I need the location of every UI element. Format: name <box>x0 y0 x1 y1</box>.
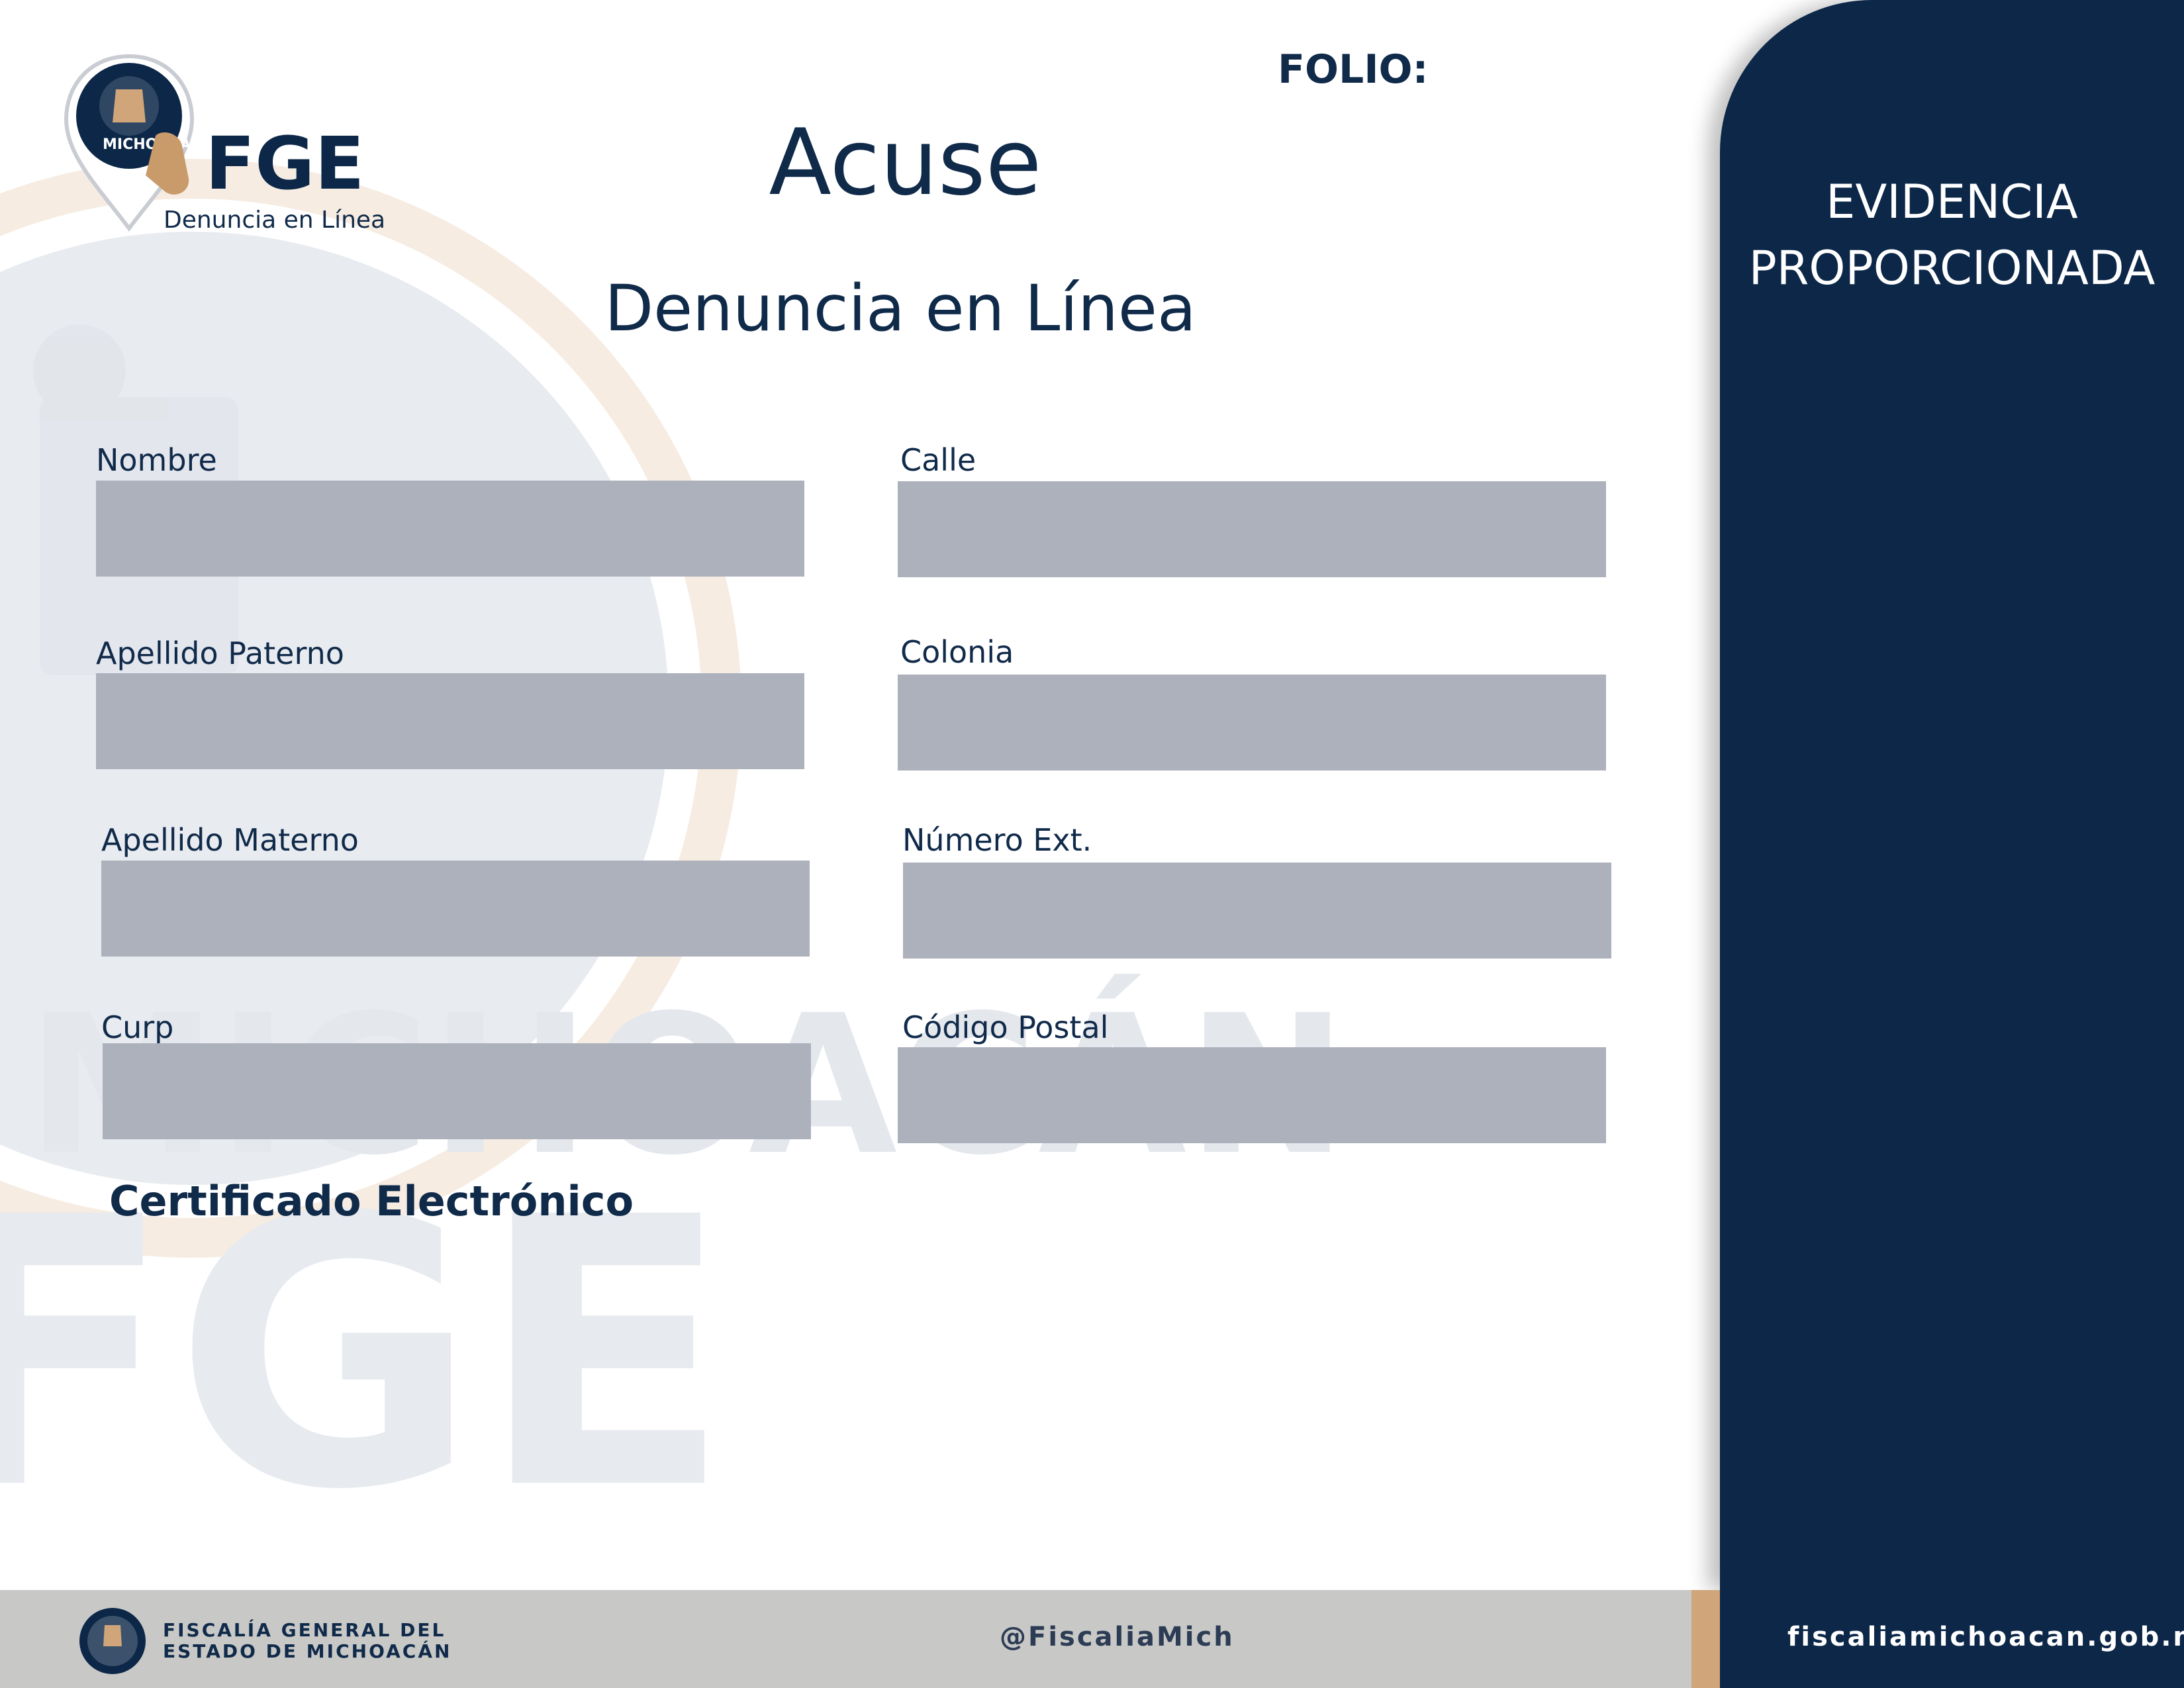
website-link[interactable]: fiscaliamichoacan.gob.mx <box>1787 1622 2184 1652</box>
label-apellido-paterno: Apellido Paterno <box>96 635 344 671</box>
curp-field[interactable] <box>103 1043 811 1139</box>
colonia-field[interactable] <box>898 675 1606 771</box>
apellido-materno-field[interactable] <box>101 861 810 957</box>
page-subtitle: Denuncia en Línea <box>604 271 1196 346</box>
footer: FISCALÍA GENERAL DEL ESTADO DE MICHOACÁN… <box>0 1590 2184 1688</box>
watermark-fge: FGE <box>0 1139 732 1571</box>
label-apellido-materno: Apellido Materno <box>101 822 359 858</box>
page-title: Acuse <box>769 109 1042 216</box>
footer-org-line2: ESTADO DE MICHOACÁN <box>163 1640 452 1662</box>
label-calle: Calle <box>900 442 976 478</box>
panel-title-line2: PROPORCIONADA <box>1748 241 2156 295</box>
footer-org-line1: FISCALÍA GENERAL DEL <box>163 1619 446 1641</box>
folio-label: FOLIO: <box>1278 46 1429 93</box>
panel-title: EVIDENCIA PROPORCIONADA <box>1720 169 2184 301</box>
numero-ext-field[interactable] <box>903 863 1611 959</box>
logo-fge-text: FGE <box>205 121 365 206</box>
apellido-paterno-field[interactable] <box>96 673 804 769</box>
evidence-panel: EVIDENCIA PROPORCIONADA <box>1720 0 2184 1590</box>
panel-title-line1: EVIDENCIA <box>1826 175 2078 229</box>
certificate-label: Certificado Electrónico <box>109 1177 634 1225</box>
footer-accent-stripe <box>1691 1590 1720 1688</box>
codigo-postal-field[interactable] <box>898 1047 1606 1143</box>
label-numero-ext: Número Ext. <box>902 822 1092 858</box>
nombre-field[interactable] <box>96 481 804 577</box>
calle-field[interactable] <box>898 481 1606 577</box>
logo-tagline: Denuncia en Línea <box>164 207 386 234</box>
label-nombre: Nombre <box>96 442 217 478</box>
fge-logo: MICHOACÁN FGE <box>63 50 367 242</box>
label-curp: Curp <box>101 1009 174 1045</box>
label-colonia: Colonia <box>900 634 1014 670</box>
social-handle-link[interactable]: @FiscaliaMich <box>1000 1622 1235 1652</box>
seal-icon <box>79 1608 146 1674</box>
footer-dark-block: fiscaliamichoacan.gob.mx <box>1720 1590 2184 1688</box>
footer-org-name: FISCALÍA GENERAL DEL ESTADO DE MICHOACÁN <box>163 1620 451 1662</box>
label-codigo-postal: Código Postal <box>902 1009 1109 1045</box>
